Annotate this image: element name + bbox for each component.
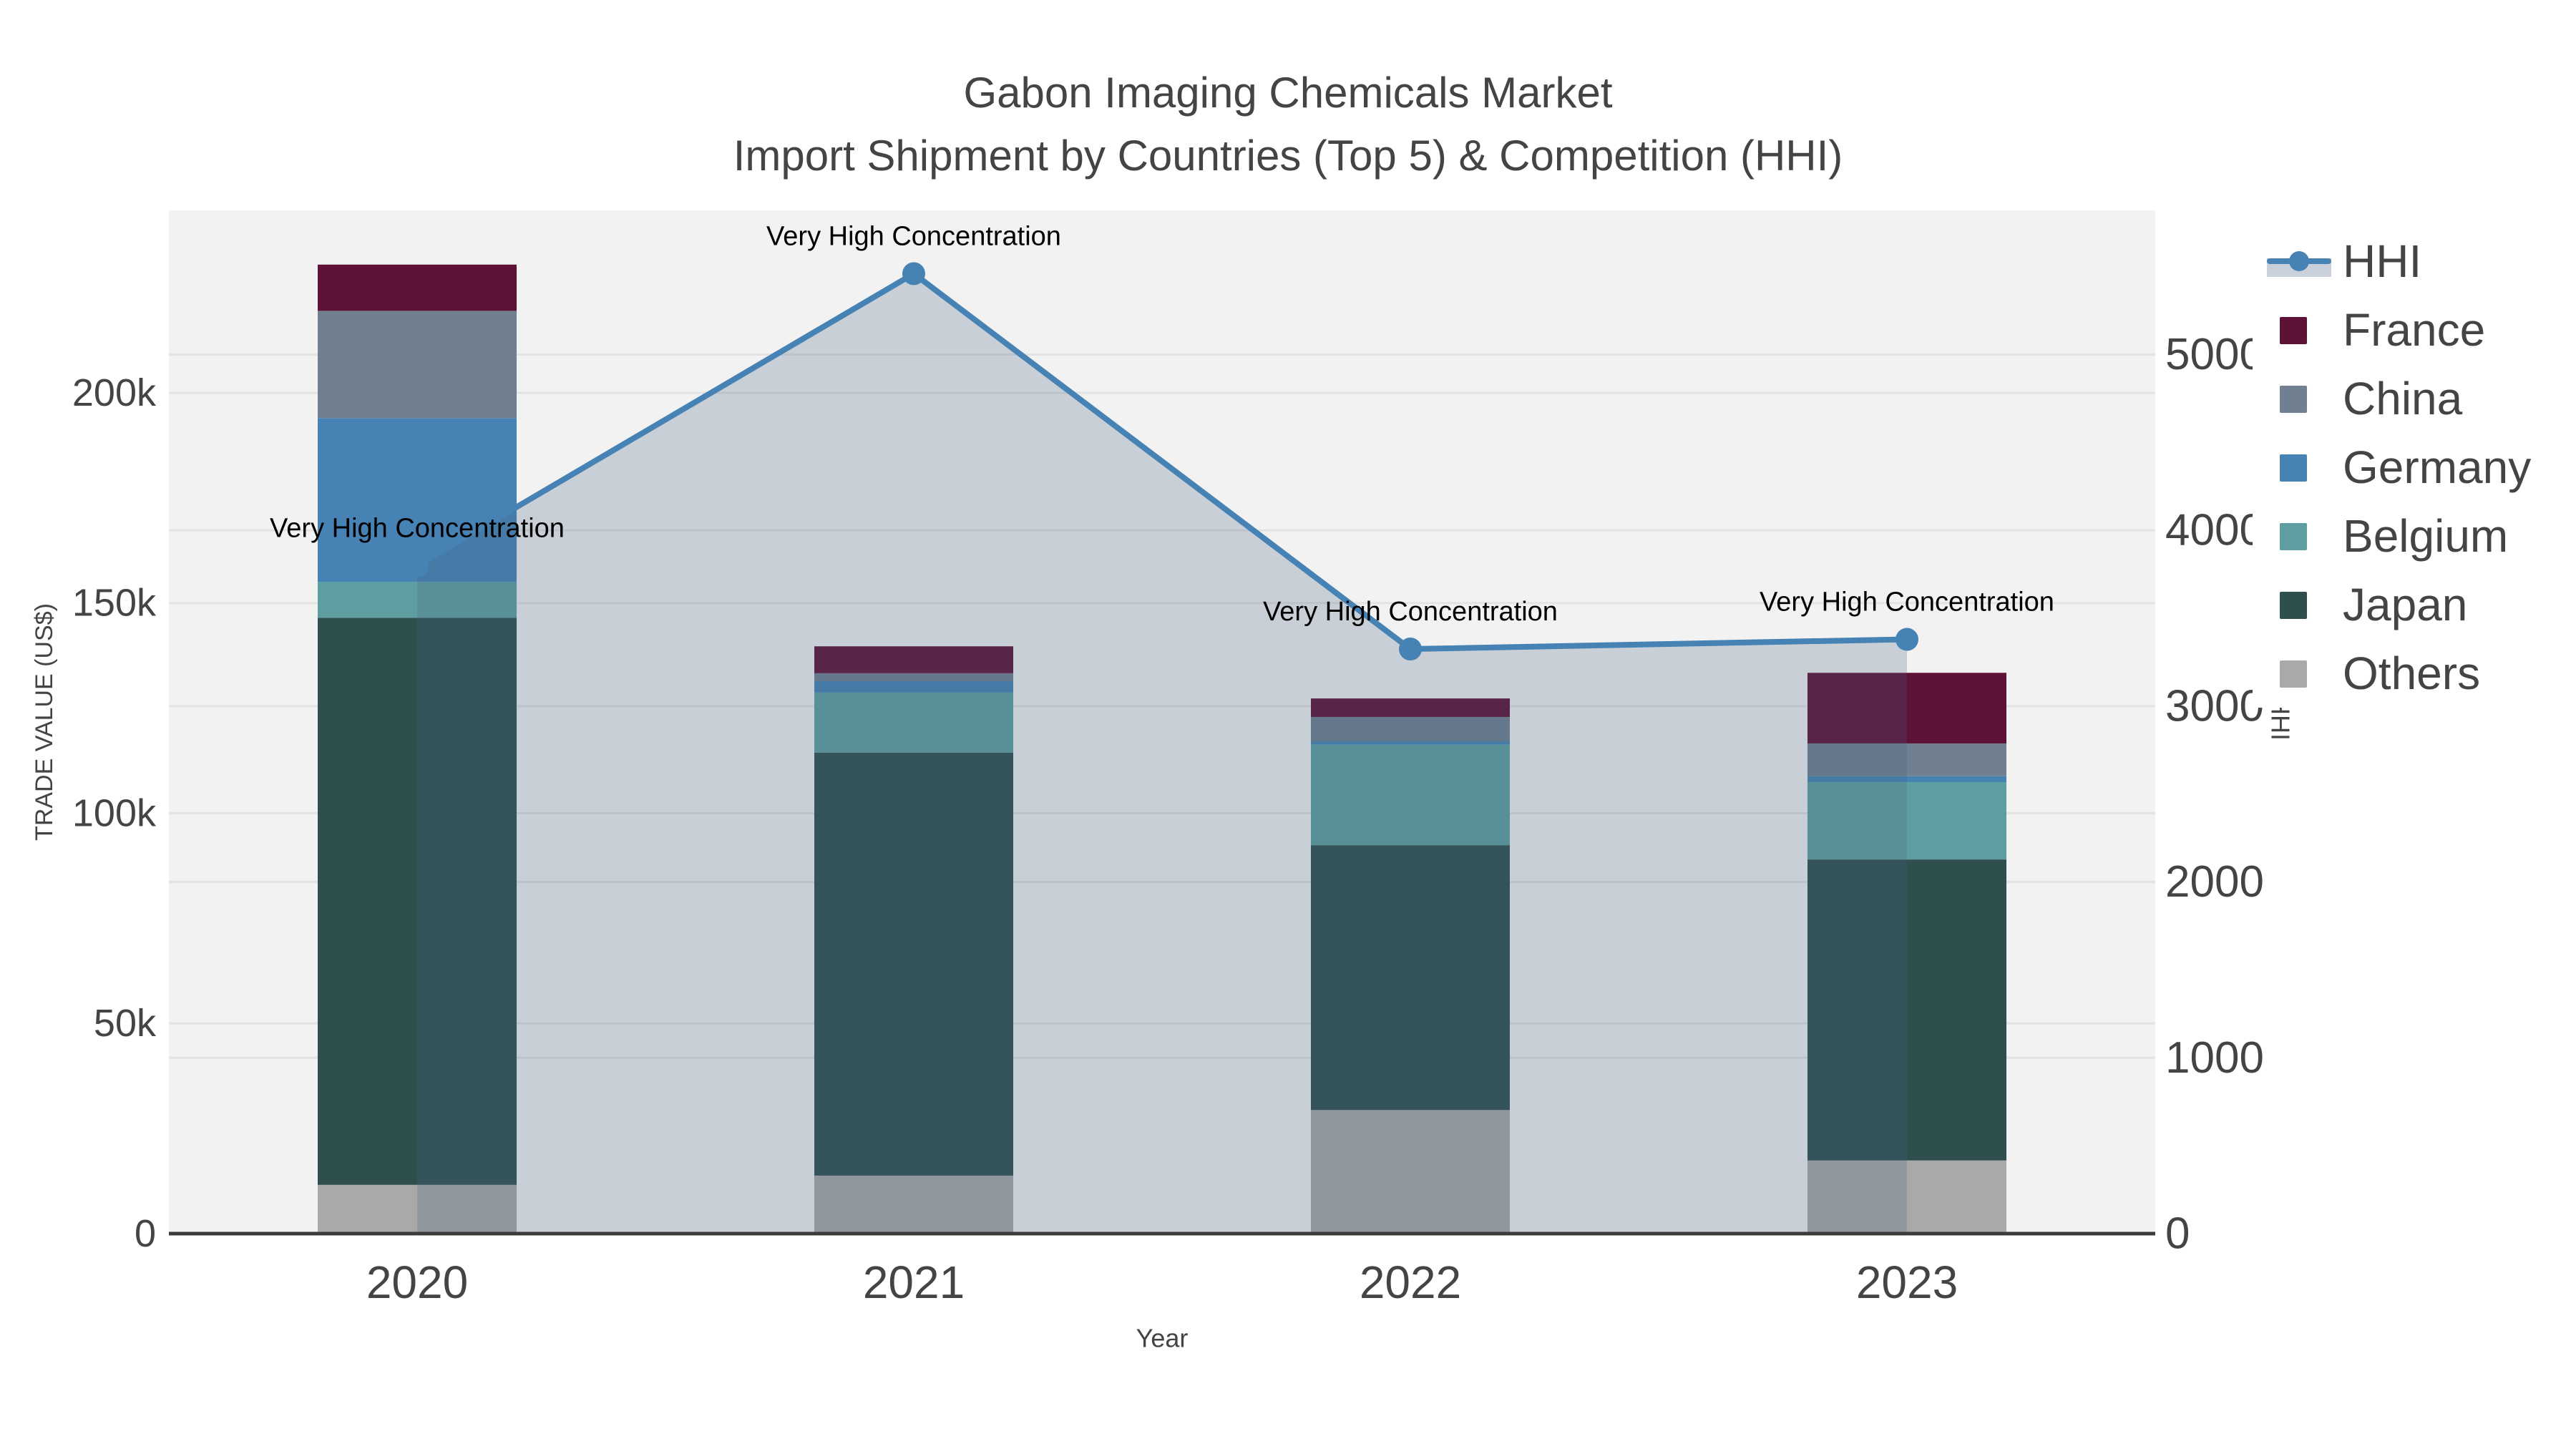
y-right-tick-label: 0: [2165, 1209, 2190, 1259]
legend-label: Japan: [2343, 579, 2468, 630]
bar-segment-2020-belgium: [318, 582, 517, 618]
bar-segment-2022-others: [1311, 1110, 1510, 1234]
legend-swatch-icon: [2267, 652, 2331, 695]
legend-swatch-icon: [2267, 308, 2331, 351]
bar-segment-2023-germany: [1807, 776, 2006, 783]
y-left-tick-label: 150k: [72, 582, 157, 625]
bar-segment-2023-others: [1807, 1160, 2006, 1234]
hhi-line-icon: [2267, 240, 2331, 283]
y-right-tick-label: 3000: [2165, 681, 2264, 731]
bar-segment-2023-china: [1807, 743, 2006, 776]
legend-item-japan[interactable]: Japan: [2267, 570, 2531, 639]
bar-segment-2023-france: [1807, 673, 2006, 743]
belgium-color-swatch: [2280, 523, 2307, 550]
x-tick-label: 2020: [366, 1257, 468, 1308]
germany-color-swatch: [2280, 454, 2307, 482]
legend-label: Belgium: [2343, 510, 2509, 562]
bar-segment-2020-others: [318, 1184, 517, 1234]
hhi-marker-2023: [1896, 628, 1918, 651]
legend-swatch-icon: [2267, 514, 2331, 557]
legend-item-others[interactable]: Others: [2267, 639, 2531, 708]
bar-segment-2021-germany: [814, 681, 1013, 693]
hhi-marker-swatch: [2289, 251, 2309, 271]
legend-item-china[interactable]: China: [2267, 364, 2531, 433]
y-right-tick-label: 4000: [2165, 506, 2264, 555]
france-color-swatch: [2280, 317, 2307, 344]
x-axis-title: Year: [1136, 1324, 1189, 1353]
annotation-very-high-concentration: Very High Concentration: [1263, 597, 1558, 627]
x-tick-label: 2022: [1360, 1257, 1461, 1308]
chart-title: Gabon Imaging Chemicals Market Import Sh…: [0, 62, 2576, 187]
hhi-marker-2021: [902, 262, 925, 286]
legend-label: Others: [2343, 648, 2481, 699]
legend-item-france[interactable]: France: [2267, 296, 2531, 364]
bar-segment-2022-belgium: [1311, 744, 1510, 846]
annotation-very-high-concentration: Very High Concentration: [766, 221, 1061, 251]
others-color-swatch: [2280, 660, 2307, 688]
bar-segment-2022-china: [1311, 716, 1510, 742]
bar-segment-2022-france: [1311, 698, 1510, 717]
x-tick-label: 2021: [863, 1257, 965, 1308]
bar-segment-2020-france: [318, 264, 517, 311]
bar-segment-2021-china: [814, 673, 1013, 682]
x-tick-label: 2023: [1856, 1257, 1958, 1308]
annotation-very-high-concentration: Very High Concentration: [1760, 587, 2054, 618]
hhi-marker-2022: [1399, 638, 1422, 661]
bar-segment-2021-belgium: [814, 692, 1013, 753]
hhi-marker-2020: [406, 554, 429, 577]
y-left-tick-label: 50k: [94, 1002, 157, 1045]
y-right-tick-label: 2000: [2165, 857, 2264, 907]
y-right-tick-label: 5000: [2165, 330, 2264, 379]
legend-item-belgium[interactable]: Belgium: [2267, 502, 2531, 570]
y-left-tick-label: 200k: [72, 371, 157, 414]
bar-segment-2021-japan: [814, 752, 1013, 1176]
bar-segment-2022-germany: [1311, 741, 1510, 745]
y-left-tick-label: 0: [135, 1212, 156, 1255]
annotation-very-high-concentration: Very High Concentration: [270, 513, 565, 543]
japan-color-swatch: [2280, 592, 2307, 619]
legend: HHI France China Germany Belgium Japan Others: [2253, 227, 2537, 708]
chart-title-line2: Import Shipment by Countries (Top 5) & C…: [733, 132, 1843, 180]
bar-segment-2020-japan: [318, 618, 517, 1185]
hhi-line: [414, 270, 1910, 653]
bar-segment-2021-france: [814, 646, 1013, 673]
bar-segment-2021-others: [814, 1175, 1013, 1234]
chart-title-line1: Gabon Imaging Chemicals Market: [963, 69, 1613, 117]
bar-segment-2020-china: [318, 311, 517, 419]
y-axis-title-left: TRADE VALUE (US$): [31, 603, 58, 841]
legend-swatch-icon: [2267, 446, 2331, 489]
legend-swatch-icon: [2267, 583, 2331, 626]
legend-label: Germany: [2343, 441, 2532, 493]
legend-label: HHI: [2343, 235, 2422, 287]
bar-segment-2023-japan: [1807, 859, 2006, 1161]
legend-item-germany[interactable]: Germany: [2267, 433, 2531, 502]
legend-swatch-icon: [2267, 377, 2331, 420]
bar-segment-2023-belgium: [1807, 782, 2006, 860]
legend-label: China: [2343, 373, 2463, 424]
y-left-tick-label: 100k: [72, 791, 157, 834]
hhi-area-fill: [417, 273, 1907, 1234]
legend-item-hhi[interactable]: HHI: [2267, 227, 2531, 296]
china-color-swatch: [2280, 386, 2307, 413]
legend-label: France: [2343, 304, 2486, 356]
y-right-tick-label: 1000: [2165, 1033, 2264, 1083]
bar-segment-2022-japan: [1311, 845, 1510, 1111]
